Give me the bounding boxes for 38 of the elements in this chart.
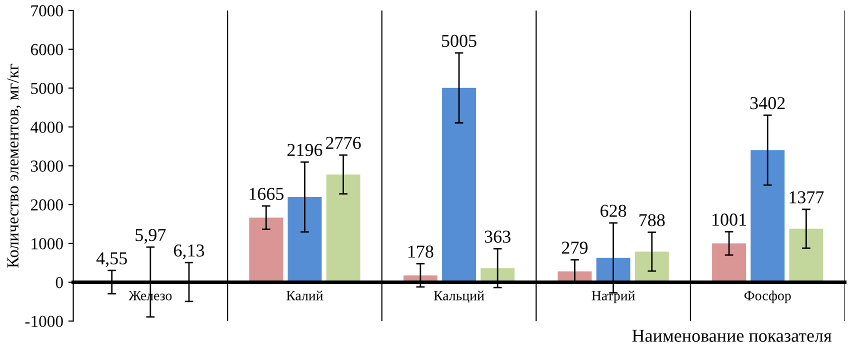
data-label: 279 bbox=[562, 242, 588, 254]
y-tick-label: 4000 bbox=[30, 122, 63, 133]
y-tick-label: 3000 bbox=[31, 160, 63, 172]
data-label: 4,55 bbox=[96, 252, 127, 268]
data-label: 2196 bbox=[287, 144, 322, 156]
data-label: 5,97 bbox=[136, 228, 166, 244]
data-label: 178 bbox=[408, 246, 434, 258]
bar bbox=[326, 174, 360, 282]
y-tick-label: 2000 bbox=[30, 199, 63, 211]
bar bbox=[789, 228, 824, 282]
y-tick-label: 1000 bbox=[32, 238, 63, 250]
y-tick-label: -1000 bbox=[25, 316, 63, 328]
data-label: 6,13 bbox=[174, 244, 204, 260]
bar bbox=[634, 252, 669, 282]
y-tick-label: 5000 bbox=[31, 82, 63, 94]
x-tick-label: Калий bbox=[286, 290, 323, 300]
y-axis-title: Количество элементов, мг/кг bbox=[7, 64, 21, 268]
bar bbox=[712, 243, 746, 282]
y-tick-label: 6000 bbox=[30, 44, 63, 56]
data-label: 628 bbox=[600, 204, 626, 217]
x-tick-label: Фосфор bbox=[744, 290, 791, 304]
y-tick-label: 7000 bbox=[31, 5, 63, 16]
data-label: 1665 bbox=[250, 188, 284, 200]
x-tick-label: Кальций bbox=[434, 290, 484, 303]
data-label: 363 bbox=[484, 230, 510, 243]
bar bbox=[750, 150, 785, 282]
bar bbox=[249, 218, 284, 282]
data-label: 1377 bbox=[790, 191, 824, 204]
y-tick-label: 0 bbox=[56, 276, 63, 288]
data-label: 5005 bbox=[442, 34, 476, 47]
x-tick-label: Натрий bbox=[592, 290, 635, 304]
data-label: 3402 bbox=[750, 97, 785, 110]
data-label: 1001 bbox=[712, 214, 746, 226]
bar bbox=[442, 88, 476, 282]
x-axis-title: Наименование показателя bbox=[632, 330, 832, 342]
data-label: 2776 bbox=[326, 136, 361, 150]
data-label: 788 bbox=[640, 214, 665, 226]
bar bbox=[288, 196, 322, 282]
